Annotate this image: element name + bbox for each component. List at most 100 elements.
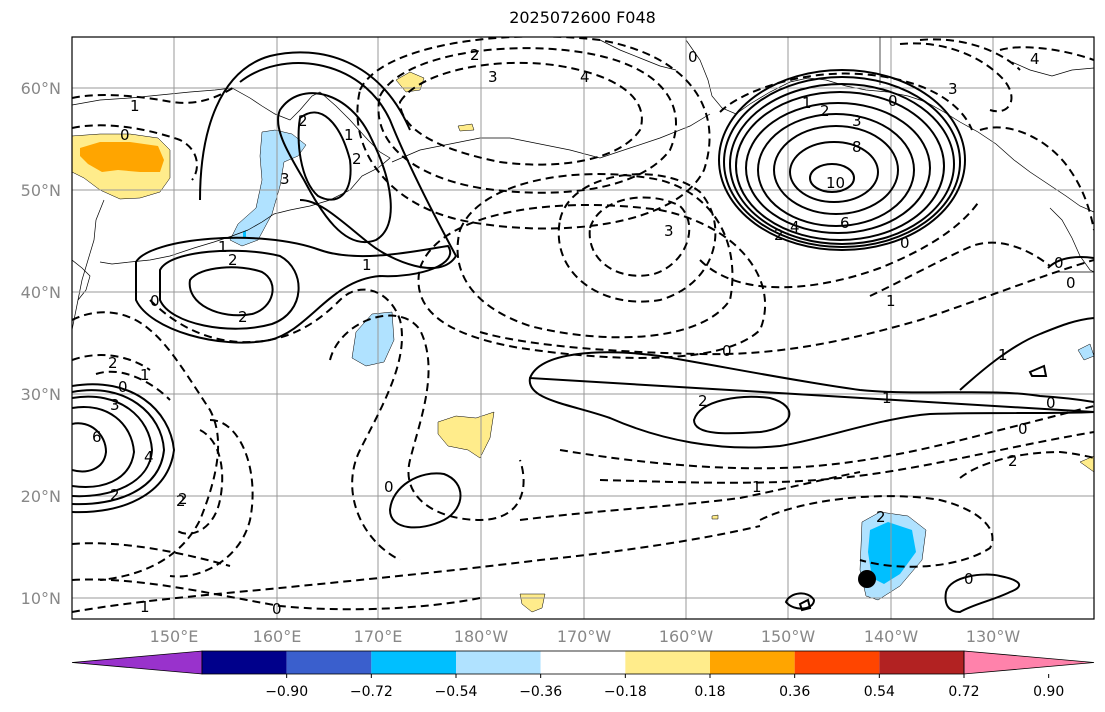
contour-ca-0	[1047, 256, 1094, 269]
label-0-ak2: 0	[888, 92, 898, 110]
label-1-west: 1	[140, 366, 150, 384]
coastline-canada-coast	[1049, 207, 1094, 273]
contour-high-1	[718, 69, 966, 251]
lon-label-130w: 130°W	[966, 627, 1021, 646]
label-4-bering: 4	[580, 68, 590, 86]
contour-bering-1	[398, 61, 643, 166]
label-0-w: 0	[1066, 274, 1076, 292]
gridlines	[72, 37, 1094, 619]
contour-left-2	[72, 354, 151, 371]
contour-west-4	[72, 395, 154, 498]
contour-jp-2a	[188, 266, 274, 317]
contour-ak-neg-2	[899, 42, 1013, 113]
label-4-ne: 4	[1030, 50, 1040, 68]
coastline-japan	[72, 259, 91, 301]
contour-sub-2	[959, 450, 1094, 479]
storm-position-marker	[858, 570, 876, 588]
colorbar-segment	[371, 651, 456, 674]
contour-west-6	[72, 422, 108, 473]
positive-contours	[72, 51, 1094, 614]
coastline-sakhalin	[72, 199, 105, 331]
label-1-kam: 1	[344, 126, 354, 144]
contour-labels: 1 0 2 3 1 2 1 2 2 1 0 2 1 0 3 6 4 2 2 3 …	[92, 46, 1076, 618]
label-8-h: 8	[852, 138, 862, 156]
contour-high-2	[723, 76, 961, 248]
contour-sub-0	[559, 405, 1094, 470]
label-4-west: 4	[144, 448, 154, 466]
coastline-bc-inner	[1011, 61, 1094, 77]
coastline-kamchatka	[247, 91, 391, 231]
contour-west-5	[72, 406, 136, 488]
colorbar-tick-label: −0.90	[265, 684, 308, 700]
colorbar-tick-label: −0.72	[350, 684, 393, 700]
coastline-asia-north	[72, 87, 321, 121]
label-2-se: 2	[876, 508, 886, 526]
label-3-kam: 3	[280, 170, 290, 188]
lon-label-160e: 160°E	[253, 627, 302, 646]
contour-se-0	[944, 573, 1021, 614]
label-0-mid: 0	[722, 342, 732, 360]
label-0-e: 0	[1046, 394, 1056, 412]
colorbar-tick-label: −0.36	[519, 684, 562, 700]
shade-blue-east	[1077, 343, 1094, 361]
contour-mid-low-0	[417, 203, 766, 359]
latitude-labels: 60°N 50°N 40°N 30°N 20°N 10°N	[21, 79, 61, 608]
contour-high-4	[735, 91, 945, 241]
shade-blue-mid	[351, 311, 395, 367]
contour-mid-low-3	[588, 196, 691, 277]
label-1-jp: 1	[218, 238, 228, 256]
contour-sw-0	[388, 472, 462, 529]
lat-label-10n: 10°N	[21, 589, 61, 608]
label-0-e2: 0	[1018, 420, 1028, 438]
label-0-s: 0	[272, 600, 282, 618]
colorbar-outline	[201, 650, 965, 675]
contour-mid-1	[528, 351, 1094, 449]
lon-label-180w: 180°W	[454, 627, 509, 646]
label-6-h: 6	[840, 214, 850, 232]
contour-west-3	[72, 389, 166, 506]
label-2-h: 2	[820, 102, 830, 120]
colorbar-segment	[456, 651, 541, 674]
contour-ak-neg-3	[919, 38, 1021, 71]
contour-west-2	[72, 383, 176, 514]
contour-se-ring	[759, 495, 994, 568]
lon-label-150e: 150°E	[150, 627, 199, 646]
contour-ne-1	[979, 126, 1094, 231]
contour-jp-2b	[159, 249, 300, 330]
contour-mid-low-2	[557, 173, 717, 303]
contour-nw-neg-1	[72, 85, 237, 104]
label-10-h: 10	[826, 174, 845, 192]
contour-w-1	[169, 419, 254, 578]
shade-yellow-dot	[711, 514, 719, 520]
label-0-jp: 0	[150, 292, 160, 310]
shade-orange-core	[80, 142, 164, 172]
colorbar-segment	[540, 651, 626, 674]
map-title: 2025072600 F048	[509, 8, 656, 27]
label-1-jp2: 1	[362, 256, 372, 274]
lon-label-160w: 160°W	[659, 627, 714, 646]
contour-bering-2	[377, 47, 677, 194]
label-2-west3: 2	[178, 490, 188, 508]
label-3-west: 3	[110, 396, 120, 414]
coastlines	[72, 37, 1094, 331]
label-1-sm: 1	[140, 598, 150, 616]
contour-high-6	[757, 113, 915, 227]
label-1-mid: 1	[882, 389, 892, 407]
lon-label-150w: 150°W	[761, 627, 816, 646]
label-0-ak: 0	[688, 48, 698, 66]
colorbar-tick-labels: −0.90 −0.72 −0.54 −0.36 −0.18 0.18 0.36 0.54 0.7…	[265, 684, 1064, 700]
contour-high-10	[809, 163, 855, 193]
contour-s-0	[784, 592, 816, 610]
colorbar-tick-label: 0.18	[694, 684, 725, 700]
colorbar-segment	[710, 651, 795, 674]
contour-high-3	[729, 83, 955, 245]
lat-label-20n: 20°N	[21, 487, 61, 506]
contour-ak-neg-0	[719, 72, 973, 131]
lon-label-170w: 170°W	[557, 627, 612, 646]
colorbar-segment	[794, 651, 880, 674]
contour-central-0	[479, 259, 1094, 356]
contour-east-1	[959, 317, 1094, 391]
contour-sw-ring	[329, 314, 525, 522]
map-border	[71, 36, 1095, 620]
